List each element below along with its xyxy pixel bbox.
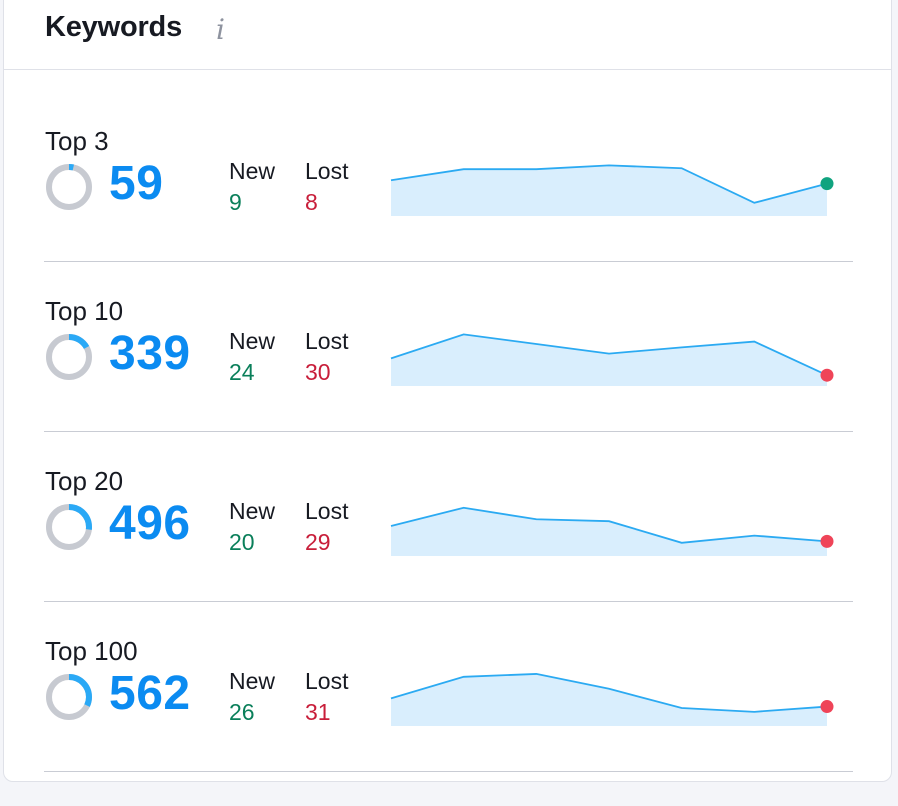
sparkline-area (391, 673, 827, 726)
sparkline-end-dot (820, 700, 834, 714)
row-divider (44, 601, 853, 602)
lost-label: Lost (305, 668, 349, 694)
donut-share-arc (46, 164, 92, 210)
sparkline-end-dot (820, 368, 834, 382)
row-top-3[interactable]: Top 3 59 New 9 Lost 8 (4, 126, 891, 296)
donut-chart-icon (46, 164, 92, 210)
new-label: New (229, 158, 276, 184)
row-label: Top 10 (45, 296, 124, 326)
sparkline-area (391, 165, 827, 216)
row-top-10[interactable]: Top 10 339 New 24 Lost 30 (4, 296, 891, 466)
row-divider (44, 771, 853, 772)
new-label: New (229, 498, 276, 524)
keyword-count[interactable]: 562 (109, 667, 191, 720)
lost-label: Lost (305, 498, 349, 524)
row-divider (44, 431, 853, 432)
sparkline-line (390, 164, 828, 204)
sparkline-line (390, 333, 828, 377)
row-label: Top 20 (45, 466, 124, 496)
info-icon[interactable]: i (216, 13, 225, 46)
donut-share-arc (46, 334, 92, 380)
donut-chart-icon (46, 674, 92, 720)
sparkline-end-dot (820, 177, 834, 191)
card-title: Keywords (45, 11, 182, 43)
donut-share-arc (46, 674, 92, 720)
keyword-count[interactable]: 496 (109, 497, 191, 550)
donut-chart-icon (46, 334, 92, 380)
keywords-card: Keywords i Top 3 59 New 9 Lost 8 Top 10 … (3, 0, 892, 782)
keyword-count[interactable]: 339 (109, 327, 191, 380)
row-label: Top 100 (45, 636, 138, 666)
trend-sparkline[interactable] (384, 314, 834, 394)
new-value[interactable]: 20 (229, 529, 255, 555)
new-label: New (229, 328, 276, 354)
sparkline-line (390, 673, 828, 713)
row-top-100[interactable]: Top 100 562 New 26 Lost 31 (4, 636, 891, 806)
new-value[interactable]: 26 (229, 699, 255, 725)
keyword-count[interactable]: 59 (109, 157, 164, 210)
donut-track (46, 164, 92, 210)
lost-value[interactable]: 30 (305, 359, 331, 385)
lost-value[interactable]: 31 (305, 699, 331, 725)
new-value[interactable]: 24 (229, 359, 255, 385)
new-label: New (229, 668, 276, 694)
lost-label: Lost (305, 328, 349, 354)
sparkline-area (391, 334, 827, 386)
sparkline-line (390, 506, 828, 544)
lost-value[interactable]: 29 (305, 529, 331, 555)
trend-sparkline[interactable] (384, 484, 834, 564)
card-header: Keywords i (4, 1, 891, 70)
trend-sparkline[interactable] (384, 144, 834, 224)
sparkline-area (391, 507, 827, 556)
donut-chart-icon (46, 504, 92, 550)
row-divider (44, 261, 853, 262)
row-label: Top 3 (45, 126, 109, 156)
new-value[interactable]: 9 (229, 189, 242, 215)
trend-sparkline[interactable] (384, 654, 834, 734)
lost-label: Lost (305, 158, 349, 184)
donut-share-arc (46, 504, 92, 550)
lost-value[interactable]: 8 (305, 189, 318, 215)
row-top-20[interactable]: Top 20 496 New 20 Lost 29 (4, 466, 891, 636)
sparkline-end-dot (820, 534, 834, 548)
